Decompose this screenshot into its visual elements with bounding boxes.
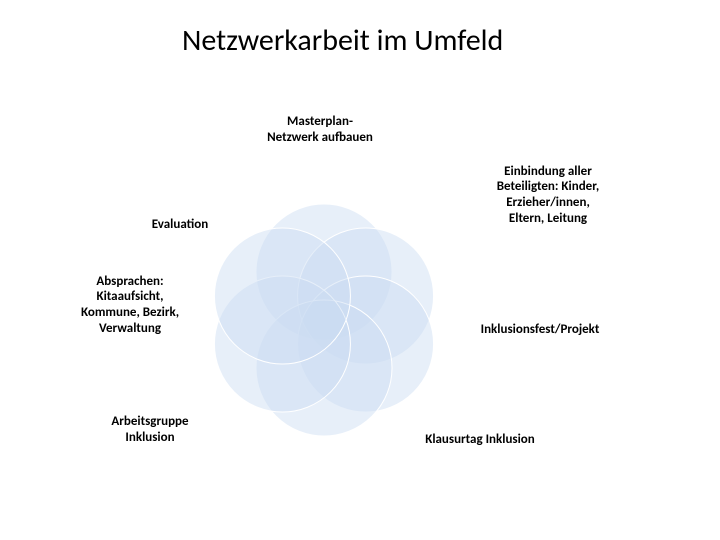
label-arbeitsgruppe-line: Arbeitsgruppe xyxy=(60,414,240,430)
label-evaluation: Evaluation xyxy=(120,217,240,233)
label-absprachen-line: Absprachen: xyxy=(40,274,220,290)
label-einbindung-line: Beteiligten: Kinder, xyxy=(448,179,648,195)
label-klausurtag: Klausurtag Inklusion xyxy=(370,432,590,448)
label-absprachen-line: Kommune, Bezirk, xyxy=(40,305,220,321)
label-masterplan-line: Netzwerk aufbauen xyxy=(220,130,420,146)
label-inklusionsfest: Inklusionsfest/Projekt xyxy=(430,322,650,338)
venn-petals xyxy=(214,204,433,436)
label-absprachen: Absprachen:Kitaaufsicht,Kommune, Bezirk,… xyxy=(40,274,220,336)
label-einbindung: Einbindung allerBeteiligten: Kinder,Erzi… xyxy=(448,164,648,226)
label-einbindung-line: Erzieher/innen, xyxy=(448,195,648,211)
label-arbeitsgruppe-line: Inklusion xyxy=(60,430,240,446)
label-evaluation-line: Evaluation xyxy=(120,217,240,233)
label-einbindung-line: Eltern, Leitung xyxy=(448,211,648,227)
label-absprachen-line: Kitaaufsicht, xyxy=(40,289,220,305)
label-einbindung-line: Einbindung aller xyxy=(448,164,648,180)
venn-diagram xyxy=(0,0,720,540)
label-masterplan: Masterplan-Netzwerk aufbauen xyxy=(220,114,420,145)
label-masterplan-line: Masterplan- xyxy=(220,114,420,130)
label-inklusionsfest-line: Inklusionsfest/Projekt xyxy=(430,322,650,338)
label-klausurtag-line: Klausurtag Inklusion xyxy=(370,432,590,448)
venn-petal xyxy=(214,228,350,364)
label-absprachen-line: Verwaltung xyxy=(40,321,220,337)
label-arbeitsgruppe: ArbeitsgruppeInklusion xyxy=(60,414,240,445)
